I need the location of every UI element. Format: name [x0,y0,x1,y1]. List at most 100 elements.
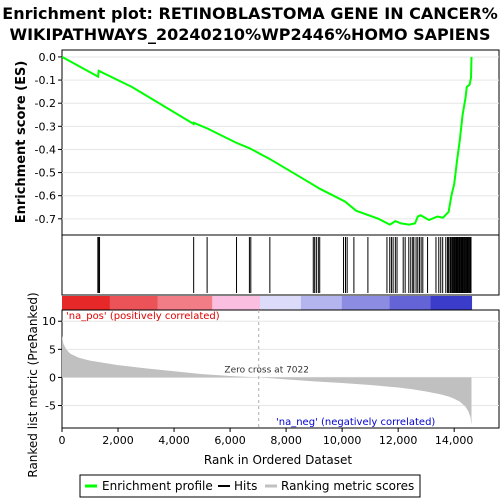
chart-title-line2: WIKIPATHWAYS_20240210%WP2446%HOMO SAPIEN… [9,25,490,44]
color-bar-segment [89,296,97,310]
color-bar-segment [164,296,172,310]
color-bar-segment [300,296,309,310]
color-bar-segment [280,296,288,310]
x-tick-label: 12,000 [379,434,418,447]
es-y-ticks: 0.0 -0.1 -0.2 -0.3 -0.4 -0.5 -0.6 -0.7 [35,51,62,226]
legend-label-hits: Hits [234,479,257,493]
color-bar-segment [389,296,397,310]
color-bar-segment [198,296,206,310]
color-bar-segment [430,296,438,310]
es-tick-label: 0.0 [39,51,57,64]
color-bar-segment [102,296,111,310]
legend-label-enrichment-profile: Enrichment profile [102,479,213,493]
color-bar-segment [239,296,247,310]
legend: Enrichment profile Hits Ranking metric s… [79,474,421,498]
color-bar-segment [75,296,83,310]
legend-label-ranking-metric: Ranking metric scores [281,479,414,493]
color-bar-segment [212,296,220,310]
es-tick-label: -0.7 [35,213,56,226]
color-bar-segment [369,296,377,310]
color-bar-segment [273,296,281,310]
color-bar-segment [137,296,145,310]
color-bar-segment [143,296,152,310]
color-bar-segment [464,296,473,310]
color-bar-segment [362,296,370,310]
es-tick-label: -0.5 [35,167,56,180]
color-bar-segment [184,296,193,310]
color-bar-segment [205,296,213,310]
color-bar-segment [150,296,159,310]
metric-tick-label: 5 [49,343,56,356]
zero-cross-label: Zero cross at 7022 [224,365,309,375]
color-bar-segment [259,296,268,310]
color-bar-segment [396,296,404,310]
chart-title-line1: Enrichment plot: RETINOBLASTOMA GENE IN … [2,4,497,23]
hits-marks [97,237,472,293]
color-bar-segment [451,296,459,310]
x-tick-label: 6,000 [214,434,246,447]
color-bar-segment [375,296,384,310]
color-bar-segment [423,296,432,310]
color-bar-segment [116,296,124,310]
color-bar-segment [266,296,275,310]
color-bar-segment [68,296,77,310]
metric-tick-label: -5 [45,400,56,413]
metric-tick-label: 0 [49,371,56,384]
color-bar-segment [225,296,234,310]
x-tick-label: 0 [59,434,66,447]
color-bar-segment [130,296,138,310]
color-bar-segment [171,296,179,310]
color-bar-segment [314,296,322,310]
color-bar-segment [355,296,363,310]
color-bar-segment [321,296,329,310]
pos-correlated-label: 'na_pos' (positively correlated) [66,311,220,322]
color-bar-segment [82,296,90,310]
color-bar-segment [335,296,343,310]
x-tick-label: 8,000 [270,434,302,447]
color-bar-segment [178,296,186,310]
color-bar-segment [287,296,295,310]
x-axis-ticks: 0 2,000 4,000 6,000 8,000 10,000 12,000 14,000 [59,428,474,447]
metric-y-ticks: 10 5 0 -5 [42,315,62,413]
es-tick-label: -0.2 [35,97,56,110]
neg-correlated-label: 'na_neg' (negatively correlated) [276,417,435,428]
color-bar-segment [232,296,240,310]
x-axis-label: Rank in Ordered Dataset [204,453,352,467]
color-bar-segment [253,296,261,310]
es-tick-label: -0.6 [35,190,56,203]
color-bar-segment [62,296,70,310]
hits-panel-frame [61,234,500,296]
color-bar-segment [457,296,466,310]
color-bar-segment [403,296,411,310]
color-bar-segment [307,296,316,310]
metric-tick-label: 10 [42,315,56,328]
ranking-metric-area [62,335,472,426]
x-tick-label: 2,000 [102,434,134,447]
color-bar-segment [109,296,118,310]
es-panel-frame [61,49,500,236]
enrichment-profile-line [61,56,473,226]
color-bar-segment [437,296,445,310]
x-tick-label: 14,000 [435,434,474,447]
color-bar-segment [294,296,302,310]
color-bar-segment [382,296,391,310]
color-bar-segment [341,296,350,310]
color-bar-segment [416,296,425,310]
color-bar-segment [123,296,131,310]
es-grid [62,56,499,220]
color-bar-segment [246,296,254,310]
correlation-color-bar [62,296,473,310]
es-y-axis-label: Enrichment score (ES) [14,61,29,224]
color-bar-segment [328,296,336,310]
color-bar-segment [157,296,165,310]
color-bar-segment [191,296,200,310]
es-tick-label: -0.3 [35,120,56,133]
x-tick-label: 10,000 [323,434,362,447]
color-bar-segment [410,296,418,310]
metric-y-axis-label: Ranked list metric (PreRanked) [26,292,40,477]
color-bar-segment [444,296,452,310]
color-bar-segment [218,296,227,310]
color-bar-segment [96,296,104,310]
x-tick-label: 4,000 [158,434,190,447]
